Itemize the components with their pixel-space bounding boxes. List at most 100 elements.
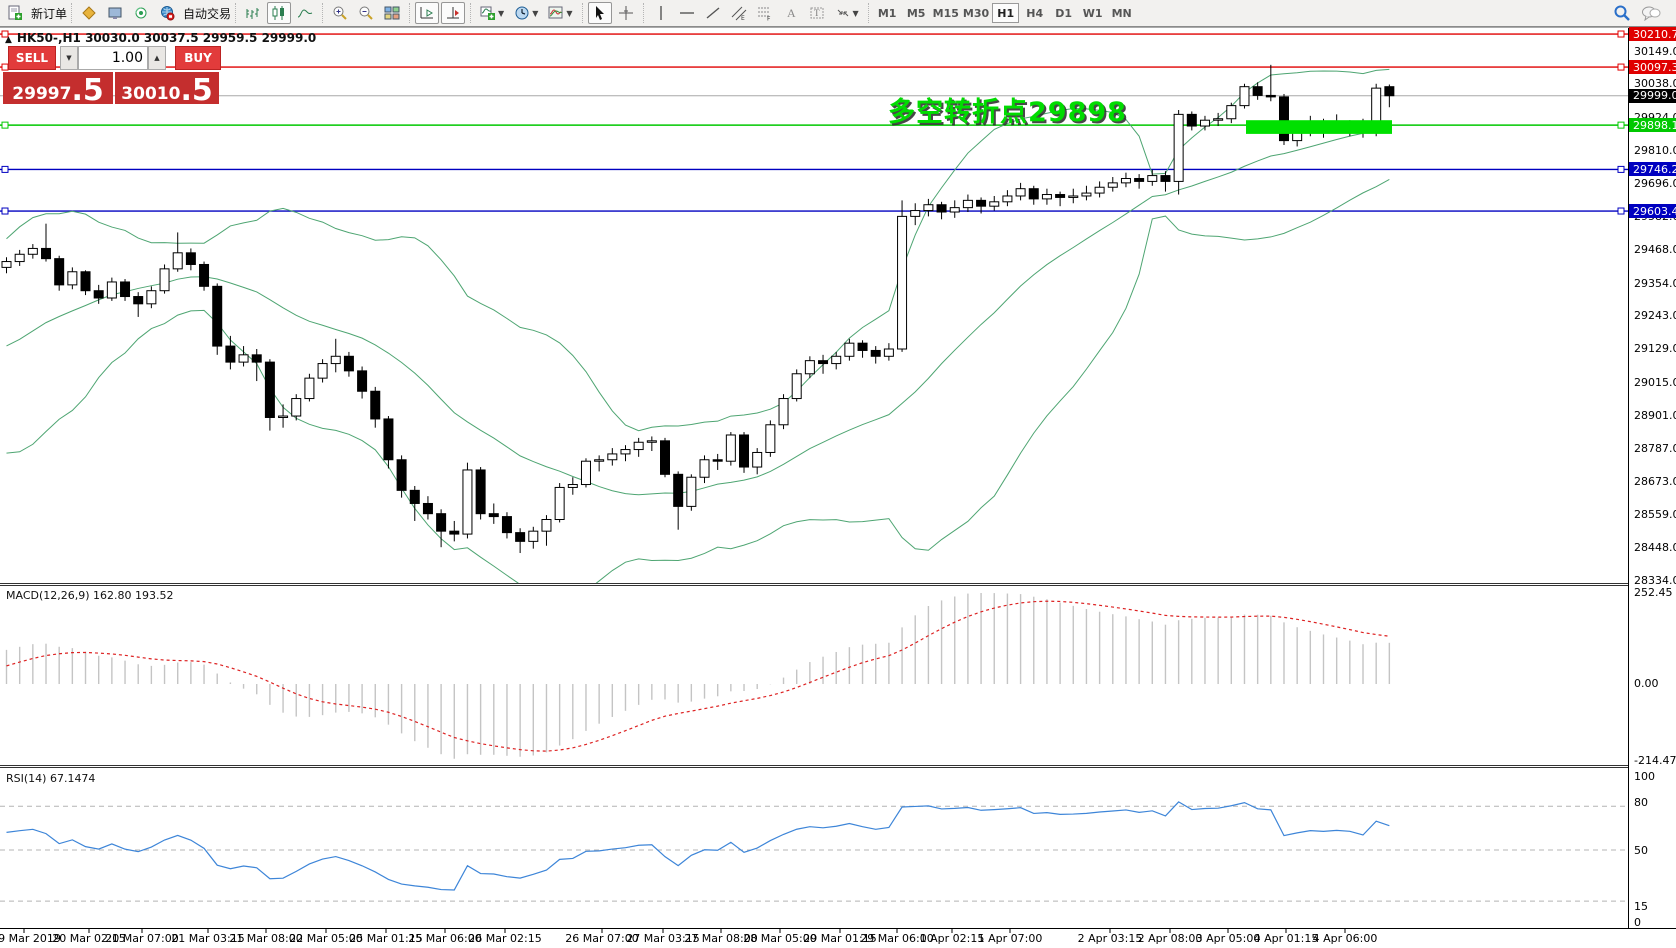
buy-button[interactable]: BUY <box>175 46 221 70</box>
new-chart-dropdown[interactable]: ▼ <box>476 2 508 24</box>
candle <box>146 286 157 309</box>
candle <box>646 436 657 452</box>
time-tick-label: 4 Apr 06:00 <box>1312 932 1378 945</box>
time-tick-label: 20 Mar 07:00 <box>105 932 179 945</box>
templates-dropdown[interactable]: ▼ <box>544 2 576 24</box>
zoom-in-icon[interactable] <box>328 2 352 24</box>
candle <box>712 453 723 470</box>
candle <box>357 366 368 399</box>
price-tick-label: 29696.0 <box>1634 177 1676 191</box>
timeframe-button-m30[interactable]: M30 <box>962 6 990 20</box>
price-line-badge: 30210.7 <box>1629 27 1676 42</box>
time-tick-label: 1 Apr 07:00 <box>977 932 1043 945</box>
volume-decrease-button[interactable]: ▼ <box>60 46 78 70</box>
search-icon[interactable] <box>1609 2 1635 24</box>
auto-trading-label[interactable]: 自动交易 <box>183 6 232 21</box>
auto-trading-icon[interactable] <box>155 2 179 24</box>
text-label-tool-icon[interactable]: T <box>805 2 829 24</box>
timeframe-button-m5[interactable]: M5 <box>906 6 926 20</box>
volume-input[interactable]: 1.00 <box>78 46 148 70</box>
time-tick-label: 21 Mar 03:15 <box>171 932 245 945</box>
timeframe-button-h1[interactable]: H1 <box>992 3 1020 23</box>
trendline-tool-icon[interactable] <box>701 2 725 24</box>
new-order-icon[interactable] <box>3 2 27 24</box>
candle <box>528 526 539 549</box>
candle <box>41 223 52 262</box>
candle <box>1252 82 1263 100</box>
time-tick-label: 3 Apr 05:00 <box>1195 932 1261 945</box>
toolbar-separator <box>71 3 73 23</box>
arrows-dropdown[interactable]: ▼ <box>831 2 863 24</box>
metaeditor-icon[interactable] <box>77 2 101 24</box>
candle <box>67 267 78 290</box>
timeframe-button-mn[interactable]: MN <box>1111 6 1132 20</box>
price-tick-label: 28787.0 <box>1634 441 1676 455</box>
symbol-ohlc-text: HK50-,H1 30030.0 30037.5 29959.5 29999.0 <box>16 31 317 45</box>
equidistant-channel-tool-icon[interactable]: E <box>727 2 751 24</box>
bollinger-middle-band <box>6 123 1390 496</box>
pivot-annotation-text[interactable]: 多空转折点29898 <box>888 97 1127 128</box>
buy-price-display[interactable]: 30010.5 <box>115 72 219 105</box>
macd-scale-label: 252.45 <box>1634 586 1673 599</box>
candle <box>1 257 12 274</box>
candle <box>1120 172 1131 188</box>
text-tool-icon[interactable]: A <box>779 2 803 24</box>
timeframe-button-h4[interactable]: H4 <box>1026 6 1044 20</box>
time-tick-label: 19 Mar 2019 <box>0 932 61 945</box>
price-axis[interactable]: 30149.030038.029924.029810.029696.029582… <box>1629 27 1676 929</box>
new-order-label[interactable]: 新订单 <box>31 6 68 21</box>
timeframe-button-w1[interactable]: W1 <box>1082 6 1103 20</box>
candle <box>910 203 921 226</box>
crosshair-tool-icon[interactable] <box>614 2 638 24</box>
toolbar-separator <box>409 3 411 23</box>
candle <box>475 467 486 520</box>
candlestick-chart-icon[interactable] <box>267 2 292 24</box>
main-toolbar: 新订单 自动交易 ▼ ▼ ▼ E F A T ▼ M1 M5 M15 M30 H1 H4 D1 W1 MN <box>0 0 1676 27</box>
candle <box>304 373 315 402</box>
bollinger-upper-band <box>6 68 1390 432</box>
candle <box>1094 181 1105 198</box>
candle <box>949 200 960 218</box>
vertical-line-tool-icon[interactable] <box>649 2 673 24</box>
support-zone-rectangle[interactable] <box>1246 120 1392 134</box>
timeframe-button-m1[interactable]: M1 <box>877 6 897 20</box>
time-tick-label: 25 Mar 06:00 <box>408 932 482 945</box>
macd-pane <box>5 593 1391 759</box>
candle <box>133 292 144 317</box>
chat-icon[interactable] <box>1637 2 1665 24</box>
cursor-tool-icon[interactable] <box>587 2 612 24</box>
sell-price-display[interactable]: 29997.5 <box>3 72 113 105</box>
signals-icon[interactable] <box>129 2 153 24</box>
horizontal-line-tool-icon[interactable] <box>675 2 699 24</box>
collapse-panel-icon[interactable]: ▲ <box>5 35 12 45</box>
time-tick-label: 21 Mar 08:00 <box>229 932 303 945</box>
candle <box>897 200 908 352</box>
fibonacci-tool-icon[interactable]: F <box>753 2 777 24</box>
candle <box>1213 112 1224 127</box>
auto-scroll-icon[interactable] <box>415 2 440 24</box>
price-tick-label: 29810.0 <box>1634 143 1676 157</box>
timeframe-button-m15[interactable]: M15 <box>932 6 959 20</box>
sell-button[interactable]: SELL <box>8 46 56 70</box>
timeframe-button-d1[interactable]: D1 <box>1055 6 1073 20</box>
candle <box>396 455 407 498</box>
candle <box>317 359 328 383</box>
bar-chart-icon[interactable] <box>241 2 265 24</box>
candle <box>199 261 210 291</box>
chart-shift-icon[interactable] <box>441 2 466 24</box>
bid-ask-row: 29997.5 30010.5 <box>3 72 221 105</box>
zoom-out-icon[interactable] <box>354 2 378 24</box>
candle <box>844 338 855 361</box>
hline-anchor-right <box>1617 63 1625 71</box>
terminal-icon[interactable] <box>103 2 127 24</box>
tile-windows-icon[interactable] <box>380 2 404 24</box>
volume-increase-button[interactable]: ▲ <box>148 46 166 70</box>
hline-anchor-left <box>1 121 9 129</box>
candle <box>172 232 183 272</box>
candle <box>291 394 302 421</box>
periods-dropdown[interactable]: ▼ <box>510 2 542 24</box>
rsi-scale-label: 80 <box>1634 796 1648 809</box>
price-tick-label: 28901.0 <box>1634 408 1676 422</box>
line-chart-icon[interactable] <box>293 2 317 24</box>
